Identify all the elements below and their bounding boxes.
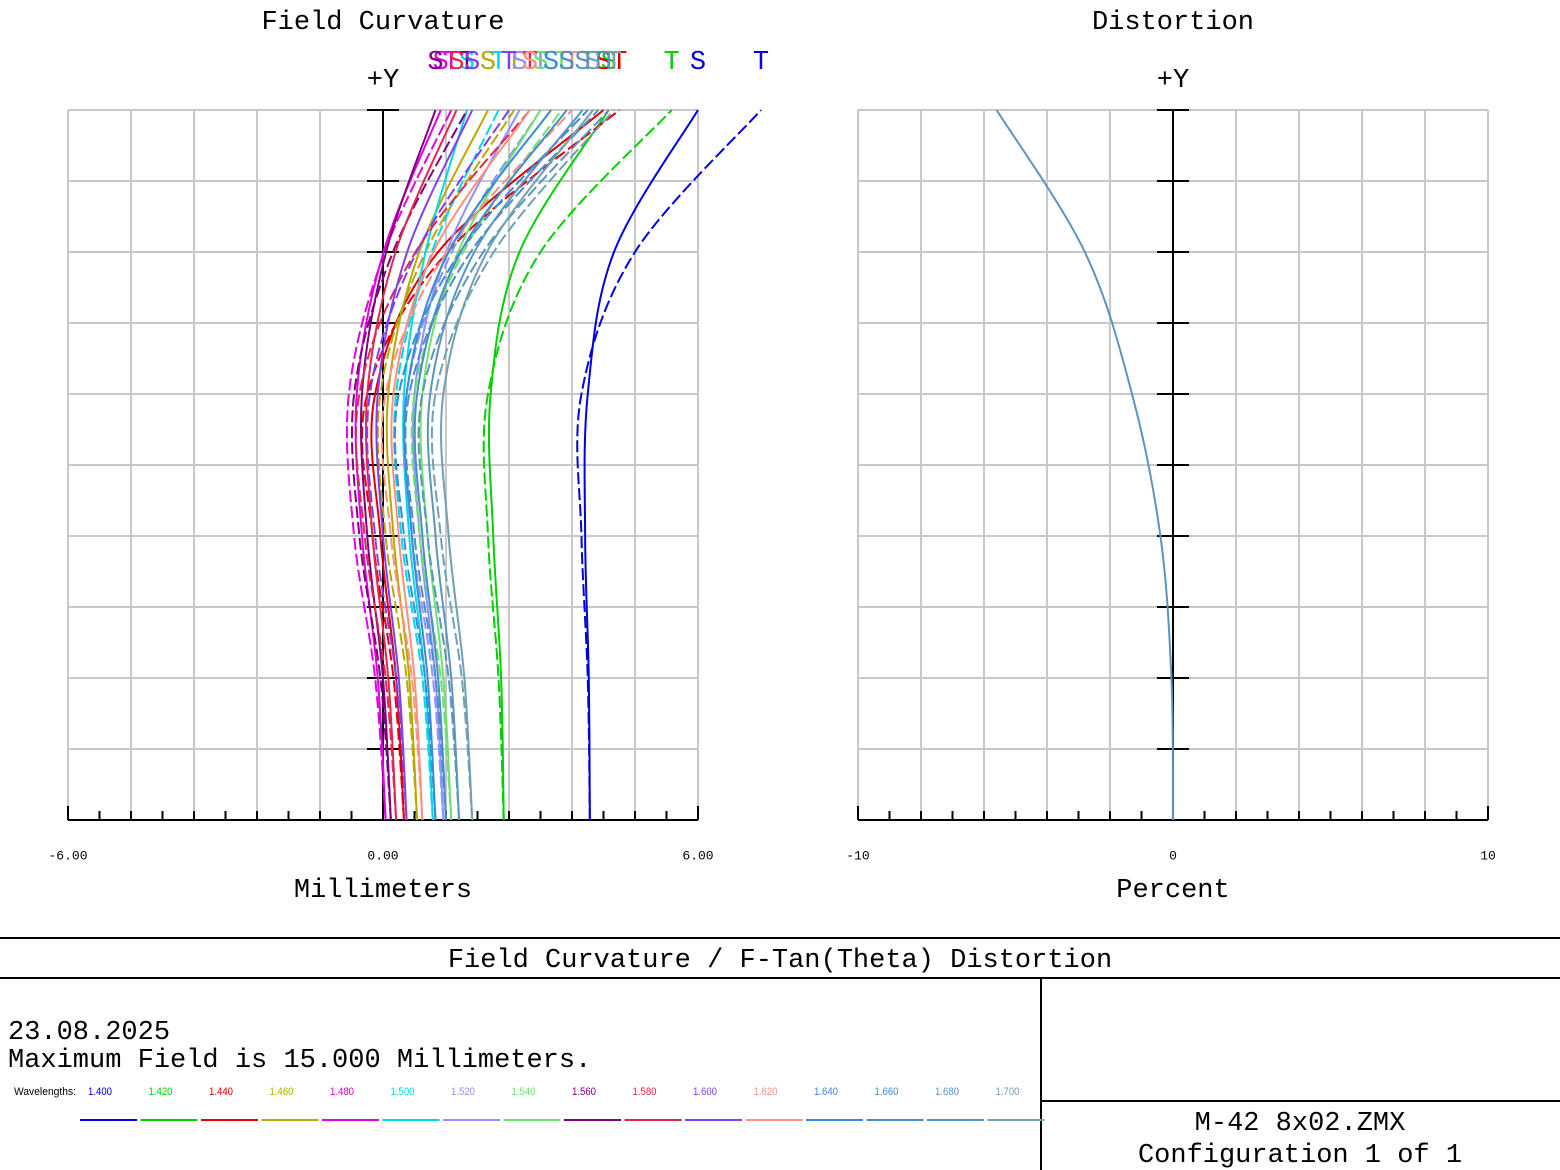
curve-label: S xyxy=(464,48,480,78)
wavelengths-label: Wavelengths: xyxy=(14,1086,76,1098)
legend-label: 1.480 xyxy=(330,1086,354,1098)
curve xyxy=(426,109,584,821)
curve-label: T xyxy=(580,48,596,78)
legend-label: 1.640 xyxy=(814,1086,838,1098)
curve-label: T xyxy=(522,48,538,78)
curve-label: S xyxy=(574,48,590,78)
curve-label: T xyxy=(606,48,622,78)
curve xyxy=(487,109,610,821)
curve-label: S xyxy=(543,48,559,78)
curve-label: S xyxy=(459,48,475,78)
legend-label: 1.520 xyxy=(451,1086,475,1098)
curve-label: T xyxy=(506,48,522,78)
curve xyxy=(404,109,599,821)
x-axis-label: Percent xyxy=(1116,876,1229,906)
axis-label: +Y xyxy=(1157,66,1189,96)
curve-label: T xyxy=(553,48,569,78)
curve xyxy=(390,109,531,821)
legend-label: 1.700 xyxy=(996,1086,1020,1098)
curve xyxy=(354,109,531,821)
x-tick-label: 0.00 xyxy=(367,848,398,863)
curve xyxy=(380,109,573,821)
curve-label: S xyxy=(559,48,575,78)
curve xyxy=(482,109,673,821)
legend-label: 1.580 xyxy=(633,1086,657,1098)
legend-label: 1.620 xyxy=(754,1086,778,1098)
curve xyxy=(419,109,542,821)
legend-label: 1.420 xyxy=(149,1086,173,1098)
chart-title: Distortion xyxy=(1092,8,1254,38)
curve-label: T xyxy=(611,48,627,78)
curve-label: T xyxy=(443,48,459,78)
curve-label: T xyxy=(490,48,506,78)
curve xyxy=(393,109,589,821)
curve-label: S xyxy=(522,48,538,78)
file-name: M-42 8x02.ZMX xyxy=(1195,1109,1406,1139)
x-tick-label: 0 xyxy=(1169,848,1177,863)
curve-label: T xyxy=(590,48,606,78)
curve xyxy=(375,109,474,821)
legend-label: 1.460 xyxy=(270,1086,294,1098)
curve-label: S xyxy=(690,48,706,78)
x-tick-label: -10 xyxy=(846,848,869,863)
curve xyxy=(364,109,458,821)
curve xyxy=(376,109,516,821)
curve-label: T xyxy=(664,48,680,78)
curve xyxy=(417,109,610,821)
curve xyxy=(385,109,489,821)
configuration: Configuration 1 of 1 xyxy=(1138,1141,1462,1170)
legend-label: 1.500 xyxy=(391,1086,415,1098)
curve-label: S xyxy=(511,48,527,78)
curve-label: S xyxy=(532,48,548,78)
axis-label: +Y xyxy=(367,66,399,96)
legend-label: 1.400 xyxy=(88,1086,112,1098)
x-tick-label: 6.00 xyxy=(682,848,713,863)
legend-label: 1.600 xyxy=(693,1086,717,1098)
curve-label: T xyxy=(501,48,517,78)
curve xyxy=(413,109,568,821)
curve-label: T xyxy=(532,48,548,78)
legend-label: 1.680 xyxy=(935,1086,959,1098)
date: 23.08.2025 xyxy=(8,1018,170,1048)
curve-label: T xyxy=(564,48,580,78)
curve-label: T xyxy=(753,48,769,78)
x-axis-label: Millimeters xyxy=(294,876,472,906)
curve xyxy=(440,109,594,821)
max-field: Maximum Field is 15.000 Millimeters. xyxy=(8,1046,591,1076)
legend-label: 1.660 xyxy=(875,1086,899,1098)
curve xyxy=(995,109,1174,821)
chart-title: Field Curvature xyxy=(261,8,504,38)
legend-label: 1.440 xyxy=(209,1086,233,1098)
curve xyxy=(576,109,762,821)
x-tick-label: -6.00 xyxy=(48,848,87,863)
curve-label: S xyxy=(480,48,496,78)
x-tick-label: 10 xyxy=(1480,848,1496,863)
curve-label: S xyxy=(448,48,464,78)
curve xyxy=(366,109,510,821)
curve-label: S xyxy=(433,48,449,78)
curve-label: S xyxy=(601,48,617,78)
curve-label: S xyxy=(595,48,611,78)
curve-label: T xyxy=(601,48,617,78)
footer-title: Field Curvature / F-Tan(Theta) Distortio… xyxy=(448,946,1112,976)
curve xyxy=(410,109,563,821)
legend-label: 1.540 xyxy=(512,1086,536,1098)
curve-label: S xyxy=(585,48,601,78)
curve-label: T xyxy=(459,48,475,78)
legend-label: 1.560 xyxy=(572,1086,596,1098)
curve xyxy=(359,109,437,821)
curve xyxy=(430,109,615,821)
curve-label: S xyxy=(427,48,443,78)
